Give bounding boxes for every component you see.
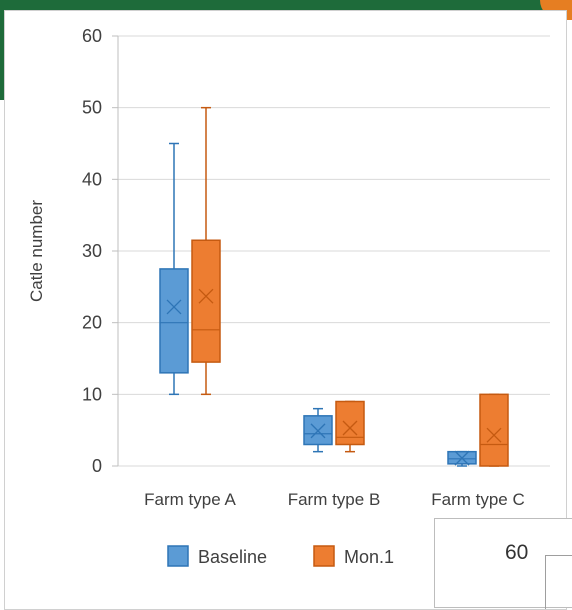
x-tick-label: Farm type B: [288, 490, 381, 509]
inset-axis-line-vertical: [545, 555, 546, 609]
box-body: [191, 239, 221, 363]
box-body: [479, 393, 509, 467]
y-tick-label: 60: [82, 26, 102, 46]
mean-marker: [342, 420, 358, 436]
legend-label: Baseline: [198, 547, 267, 567]
y-tick-label: 50: [82, 98, 102, 118]
inset-axis-line: [545, 555, 572, 556]
mean-marker: [486, 427, 502, 443]
box-body: [303, 415, 333, 446]
mean-marker: [198, 288, 214, 304]
inset-panel: 60: [434, 518, 572, 609]
mean-marker: [166, 299, 182, 315]
chart-panel: [4, 10, 567, 610]
x-tick-label: Farm type C: [431, 490, 525, 509]
legend-swatch: [167, 545, 189, 567]
y-tick-label: 40: [82, 169, 102, 189]
box-body: [159, 268, 189, 374]
y-axis-label: Catle number: [27, 200, 46, 302]
y-tick-label: 20: [82, 313, 102, 333]
mean-marker: [454, 450, 470, 466]
mean-marker: [310, 423, 326, 439]
legend-label: Mon.1: [344, 547, 394, 567]
inset-axis-label: 60: [505, 541, 529, 564]
y-tick-label: 10: [82, 384, 102, 404]
legend-swatch: [313, 545, 335, 567]
y-tick-label: 0: [92, 456, 102, 476]
x-tick-label: Farm type A: [144, 490, 236, 509]
box-body: [335, 400, 365, 446]
y-tick-label: 30: [82, 241, 102, 261]
